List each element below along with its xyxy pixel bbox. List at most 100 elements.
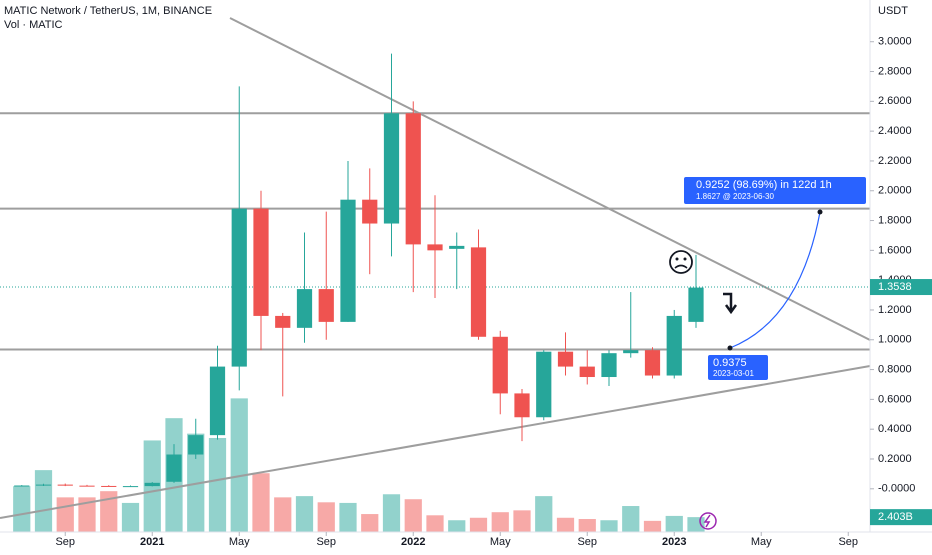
y-tick-label: 2.0000 (878, 185, 912, 197)
candle-body (253, 208, 269, 316)
candle-body (492, 336, 508, 394)
candle-body (166, 454, 182, 482)
volume-bar (426, 515, 444, 532)
candle-body (296, 289, 313, 328)
y-tick-label: 0.4000 (878, 423, 912, 435)
candle-body (666, 315, 682, 376)
volume-bar (622, 506, 640, 532)
down-arrow-icon (723, 292, 738, 315)
volume-bar (687, 517, 705, 532)
y-tick-label: 1.2000 (878, 304, 912, 316)
x-tick-label: 2023 (662, 536, 686, 548)
volume-bar (34, 470, 53, 532)
y-axis-label: USDT (878, 5, 908, 17)
y-tick-label: 3.0000 (878, 36, 912, 48)
x-tick-label: May (751, 536, 772, 548)
last-price-label: 1.3538 (878, 281, 912, 293)
candle-body (340, 199, 356, 322)
volume-bar (13, 486, 31, 532)
start-price: 0.9375 (713, 357, 747, 369)
projection-text: 0.9252 (98.69%) in 122d 1h (696, 179, 832, 191)
trend-line (0, 365, 871, 519)
candle-body (601, 353, 617, 378)
candle-body (405, 113, 421, 245)
x-tick-label: Sep (316, 536, 336, 548)
lightning-icon (699, 512, 717, 530)
candle-body (209, 366, 226, 436)
volume-bar (556, 517, 575, 532)
candle-body (144, 482, 160, 487)
candle-body (188, 435, 204, 455)
last-volume-tag (870, 509, 932, 526)
volume-bar (339, 502, 357, 532)
volume-bar (491, 512, 509, 532)
y-tick-label: 0.8000 (878, 363, 912, 375)
candle-body (79, 485, 95, 487)
last-volume-label: 2.403B (878, 511, 913, 523)
x-tick-label: May (229, 536, 250, 548)
volume-bar (578, 519, 596, 532)
volume-bar (382, 494, 401, 532)
x-tick-label: 2022 (401, 536, 425, 548)
candle-body (579, 366, 595, 378)
candle-body (231, 208, 247, 367)
candle-body (427, 244, 443, 251)
x-tick-label: Sep (577, 536, 597, 548)
volume-bar (513, 510, 531, 532)
volume-bar (404, 499, 422, 532)
volume-bar (100, 491, 118, 532)
chart-subtitle: Vol · MATIC (4, 19, 63, 31)
trend-line (229, 17, 871, 341)
y-tick-label: 2.4000 (878, 125, 912, 137)
candle-body (14, 485, 30, 487)
volume-bar (208, 437, 227, 532)
volume-bar (230, 398, 248, 532)
y-tick-label: 2.2000 (878, 155, 912, 167)
candle-body (35, 484, 52, 486)
volume-bar (78, 497, 96, 532)
drawings (0, 17, 871, 519)
candle-body (101, 485, 117, 487)
candle-body (623, 350, 639, 354)
y-tick-label: -0.0000 (878, 483, 915, 495)
x-tick-label: 2021 (140, 536, 164, 548)
candle-body (122, 486, 139, 488)
volume-bar (361, 514, 379, 532)
volume-bar (252, 473, 270, 532)
projection-box (684, 177, 866, 204)
candle-body (318, 289, 334, 322)
start-date: 2023-03-01 (713, 369, 754, 378)
start-box (708, 355, 768, 380)
candle-body (536, 351, 552, 418)
candle-body (644, 350, 661, 376)
chart-title: MATIC Network / TetherUS, 1M, BINANCE (4, 5, 212, 17)
candle-body (57, 484, 73, 486)
y-tick-label: 0.6000 (878, 393, 912, 405)
volume-bar (643, 520, 662, 532)
projection-start (727, 345, 733, 351)
candle-body (557, 351, 574, 367)
candle-body (449, 245, 465, 249)
last-price-tag (870, 279, 932, 296)
candle-body (383, 113, 400, 224)
candle-body (275, 315, 291, 328)
candle-body (514, 393, 530, 418)
candle-body (470, 247, 487, 337)
volume-bar (317, 502, 335, 532)
axis-layer: -0.0000 0.2000 0.4000 0.6000 0.8000 1.0000 1.2… (55, 36, 932, 548)
y-tick-label: 2.6000 (878, 95, 912, 107)
y-tick-label: 0.2000 (878, 453, 912, 465)
candle-layer (14, 53, 704, 488)
x-tick-label: Sep (55, 536, 75, 548)
x-tick-label: Sep (838, 536, 858, 548)
y-tick-label: 1.0000 (878, 334, 912, 346)
volume-bar (448, 520, 466, 532)
sad-face-icon (669, 250, 693, 274)
volume-bar (665, 515, 683, 532)
projection-curve (729, 211, 821, 349)
projection-target: 1.8627 @ 2023-06-30 (696, 192, 775, 201)
candle-body (688, 287, 704, 322)
